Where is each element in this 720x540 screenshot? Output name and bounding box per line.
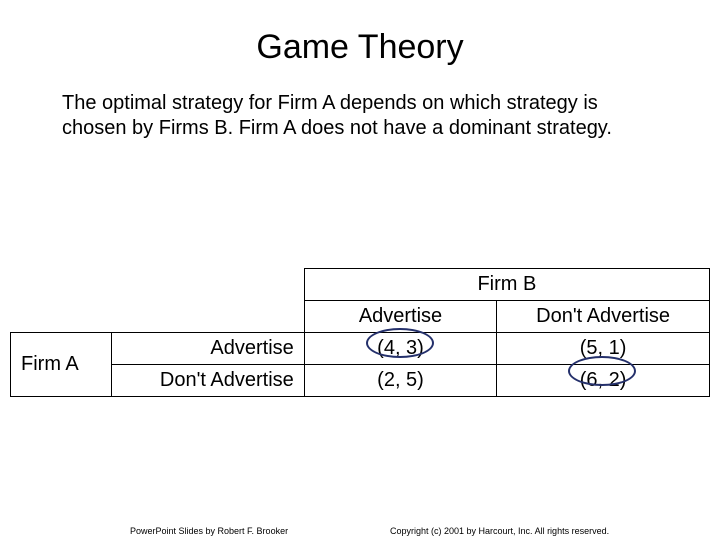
table-row: Advertise Don't Advertise [11, 301, 710, 333]
payoff-cell-dd: (6, 2) [497, 365, 710, 397]
empty-cell [112, 269, 304, 301]
payoff-table: Firm B Advertise Don't Advertise Firm A … [10, 268, 710, 397]
row-header-advertise: Advertise [112, 333, 304, 365]
table-row: Don't Advertise (2, 5) (6, 2) [11, 365, 710, 397]
table-row: Firm B [11, 269, 710, 301]
firm-a-header: Firm A [11, 333, 112, 397]
payoff-cell-aa: (4, 3) [304, 333, 496, 365]
empty-cell [11, 269, 112, 301]
footer-copyright: Copyright (c) 2001 by Harcourt, Inc. All… [390, 526, 609, 536]
footer-author: PowerPoint Slides by Robert F. Brooker [130, 526, 288, 536]
col-header-dont-advertise: Don't Advertise [497, 301, 710, 333]
row-header-dont-advertise: Don't Advertise [112, 365, 304, 397]
col-header-advertise: Advertise [304, 301, 496, 333]
payoff-cell-da: (2, 5) [304, 365, 496, 397]
payoff-cell-ad: (5, 1) [497, 333, 710, 365]
page-title: Game Theory [0, 0, 720, 67]
firm-b-header: Firm B [304, 269, 709, 301]
explanatory-paragraph: The optimal strategy for Firm A depends … [0, 67, 720, 141]
payoff-table-region: Firm B Advertise Don't Advertise Firm A … [10, 268, 710, 397]
table-row: Firm A Advertise (4, 3) (5, 1) [11, 333, 710, 365]
empty-cell [11, 301, 112, 333]
empty-cell [112, 301, 304, 333]
